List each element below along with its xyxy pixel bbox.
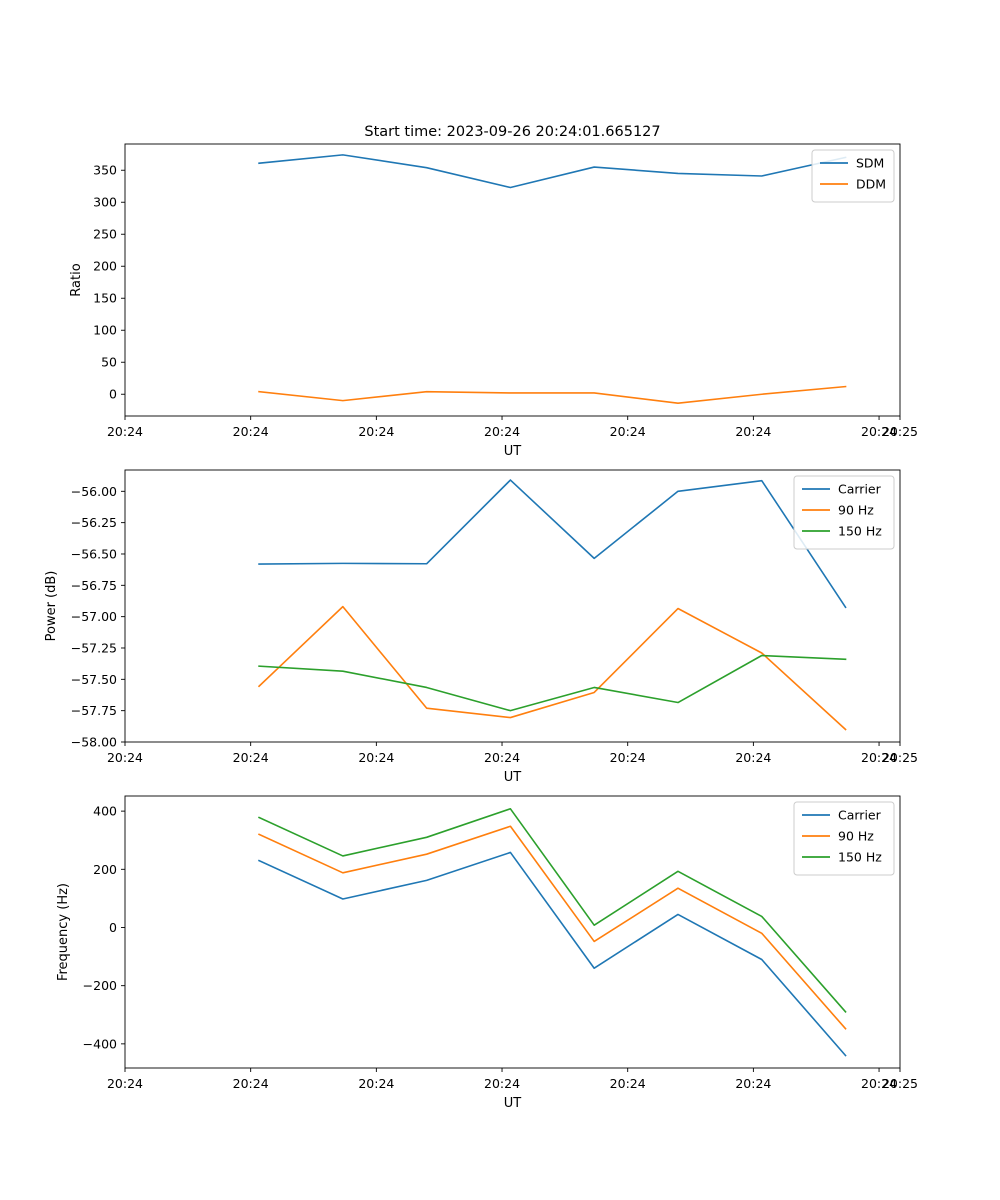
series-line-90-hz: [257, 825, 847, 1030]
legend-label: 90 Hz: [838, 503, 874, 518]
y-axis-label: Frequency (Hz): [56, 883, 71, 981]
legend-label: Carrier: [838, 482, 882, 497]
x-tick-label: 20:24: [610, 750, 646, 765]
axes-frame: [124, 143, 901, 417]
x-tick-label: 20:24: [484, 424, 520, 439]
x-tick-label: 20:24: [735, 750, 771, 765]
legend: Carrier 90 Hz 150 Hz: [793, 801, 895, 876]
y-tick-label: −56.00: [71, 484, 117, 499]
x-tick-label: 20:24: [107, 750, 143, 765]
x-tick-label: 20:25: [882, 750, 918, 765]
legend-label: SDM: [856, 156, 884, 171]
x-tick-label: 20:24: [484, 750, 520, 765]
legend: Carrier 90 Hz 150 Hz: [793, 475, 895, 550]
x-tick-label: 20:24: [610, 1076, 646, 1091]
x-tick-label: 20:24: [233, 424, 269, 439]
y-tick-label: 350: [93, 163, 117, 178]
y-tick-label: −56.25: [71, 515, 117, 530]
x-tick-label: 20:24: [233, 1076, 269, 1091]
y-tick-label: 50: [101, 355, 117, 370]
y-tick-label: 100: [93, 323, 117, 338]
x-tick-label: 20:24: [861, 1076, 897, 1091]
x-tick-label: 20:25: [882, 424, 918, 439]
y-axis-label: Ratio: [69, 263, 84, 296]
chart-title: Start time: 2023-09-26 20:24:01.665127: [364, 124, 660, 140]
x-tick-label: 20:24: [735, 1076, 771, 1091]
y-tick-label: −56.75: [71, 578, 117, 593]
x-tick-label: 20:24: [107, 1076, 143, 1091]
series-line-carrier: [258, 479, 847, 609]
x-tick-label: 20:24: [735, 424, 771, 439]
legend-label: Carrier: [838, 808, 882, 823]
x-tick-label: 20:25: [882, 1076, 918, 1091]
x-tick-label: 20:24: [861, 424, 897, 439]
series-line-150-hz: [258, 654, 847, 712]
axes-frame: [124, 469, 901, 743]
x-tick-label: 20:24: [484, 1076, 520, 1091]
y-tick-label: −58.00: [71, 735, 117, 750]
y-tick-label: −57.00: [71, 609, 117, 624]
legend-label: 150 Hz: [838, 850, 882, 865]
y-tick-label: −400: [83, 1036, 117, 1051]
y-tick-label: 150: [93, 291, 117, 306]
chart-panel-1: Start time: 2023-09-26 20:24:01.665127 0 5…: [69, 124, 918, 459]
y-tick-label: 250: [93, 227, 117, 242]
series-line-sdm: [258, 154, 847, 189]
y-tick-label: 300: [93, 195, 117, 210]
legend-label: DDM: [856, 177, 886, 192]
y-tick-label: −57.50: [71, 672, 117, 687]
y-tick-label: −56.50: [71, 546, 117, 561]
series-line-90-hz: [257, 605, 847, 731]
x-tick-label: 20:24: [861, 750, 897, 765]
legend-label: 90 Hz: [838, 829, 874, 844]
x-tick-label: 20:24: [107, 424, 143, 439]
y-axis-label: Power (dB): [44, 571, 59, 642]
x-tick-label: 20:24: [610, 424, 646, 439]
axes-frame: [124, 795, 901, 1069]
y-tick-label: −57.25: [71, 640, 117, 655]
y-tick-label: 0: [109, 387, 117, 402]
y-tick-label: 0: [109, 920, 117, 935]
y-tick-label: 200: [93, 862, 117, 877]
x-axis-label: UT: [504, 770, 522, 785]
x-tick-label: 20:24: [358, 424, 394, 439]
chart-panel-3: −400 −200 0 200 400 20:24 20:24 20:24 20:24 20:24…: [56, 795, 918, 1111]
y-tick-label: 400: [93, 804, 117, 819]
legend: SDM DDM: [811, 149, 895, 203]
y-tick-label: −200: [83, 978, 117, 993]
x-axis-label: UT: [504, 444, 522, 459]
x-axis-label: UT: [504, 1096, 522, 1111]
y-tick-label: 200: [93, 259, 117, 274]
y-tick-label: −57.75: [71, 703, 117, 718]
series-line-carrier: [257, 851, 847, 1057]
x-tick-label: 20:24: [358, 750, 394, 765]
series-line-150-hz: [257, 807, 847, 1013]
x-tick-label: 20:24: [358, 1076, 394, 1091]
chart-panel-2: −58.00 −57.75 −57.50 −57.25 −57.00 −56.75 −56.…: [44, 469, 918, 785]
series-line-ddm: [258, 385, 847, 405]
x-tick-label: 20:24: [233, 750, 269, 765]
legend-label: 150 Hz: [838, 524, 882, 539]
